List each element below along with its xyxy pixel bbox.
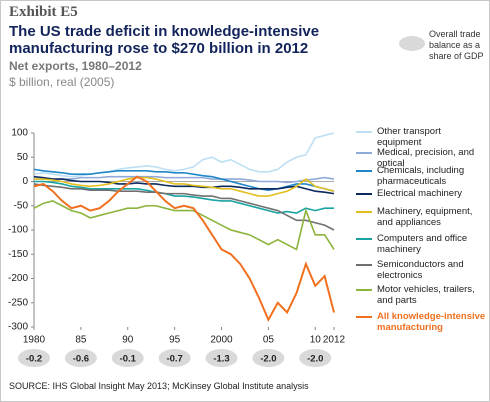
y-tick-label: -150 — [8, 249, 28, 260]
legend-swatch — [356, 316, 372, 318]
source-note: SOURCE: IHS Global Insight May 2013; McK… — [9, 381, 309, 391]
x-tick-label: 2000 — [210, 335, 233, 346]
x-tick-label: 05 — [263, 335, 275, 346]
series-line — [33, 175, 335, 195]
chart-subtitle: Net exports, 1980–2012 — [9, 59, 142, 73]
gdp-bubble — [18, 349, 50, 367]
legend-swatch — [356, 193, 372, 195]
x-tick-label: 2012 — [323, 335, 346, 346]
legend-entry: Machinery, equipment, and appliances — [377, 206, 473, 228]
gdp-value-label: -0.2 — [26, 354, 42, 365]
x-tick-label: 95 — [169, 335, 181, 346]
gdp-bubble — [111, 349, 144, 367]
legend-entry: Other transport equipment — [377, 126, 441, 148]
legend-swatch — [356, 152, 372, 154]
y-tick-label: -300 — [8, 322, 28, 333]
x-tick-label: 1980 — [23, 335, 46, 346]
series-line — [33, 183, 335, 231]
y-tick-label: -200 — [8, 273, 28, 284]
gdp-value-label: -1.3 — [213, 354, 229, 365]
legend-entry: Motor vehicles, trailers, and parts — [377, 284, 475, 306]
legend-swatch — [356, 170, 372, 172]
y-tick-label: 100 — [11, 128, 28, 139]
gdp-value-label: -2.0 — [307, 354, 323, 365]
legend-entry: All knowledge-intensive manufacturing — [377, 311, 486, 333]
chart-title: The US trade deficit in knowledge-intens… — [9, 23, 320, 57]
legend-swatch — [356, 211, 372, 213]
legend-swatch — [356, 264, 372, 266]
x-tick-label: 85 — [75, 335, 87, 346]
series-line — [33, 200, 335, 251]
exhibit-label: Exhibit E5 — [9, 4, 78, 20]
x-tick-label: 10 — [310, 335, 322, 346]
legend-entry: Electrical machinery — [377, 188, 462, 199]
gdp-value-label: -2.0 — [260, 354, 276, 365]
gdp-value-label: -0.7 — [166, 354, 182, 365]
legend-entry: Computers and office machinery — [377, 233, 468, 255]
gdp-bubble — [252, 349, 285, 367]
legend-swatch — [356, 238, 372, 240]
gdp-bubble — [205, 349, 238, 367]
series-line — [34, 175, 335, 184]
gdp-bubble — [299, 349, 332, 367]
series-line — [33, 175, 335, 322]
gdp-value-label: -0.1 — [120, 354, 137, 365]
gdp-bubble — [158, 349, 191, 367]
gdp-bubble — [64, 349, 97, 367]
legend-entry: Semiconductors and electronics — [377, 259, 464, 281]
legend-swatch — [356, 131, 372, 133]
legend-entry: Overall trade balance as a share of GDP — [429, 29, 484, 61]
legend-entry: Chemicals, including pharmaceuticals — [377, 165, 465, 187]
y-tick-label: -250 — [8, 297, 28, 308]
series-line — [33, 132, 335, 178]
legend-swatch — [356, 289, 372, 291]
gdp-value-label: -0.6 — [73, 354, 89, 365]
series-line — [34, 176, 335, 197]
series-line — [34, 180, 334, 214]
y-tick-label: -100 — [8, 225, 28, 236]
legend-entry: Medical, precision, and optical — [377, 147, 475, 169]
y-tick-label: -50 — [14, 200, 29, 211]
y-tick-label: 50 — [17, 152, 29, 163]
y-axis-label: $ billion, real (2005) — [9, 75, 115, 89]
y-tick-label: 0 — [22, 176, 28, 187]
x-tick-label: 90 — [122, 335, 134, 346]
legend-swatch — [399, 36, 425, 51]
